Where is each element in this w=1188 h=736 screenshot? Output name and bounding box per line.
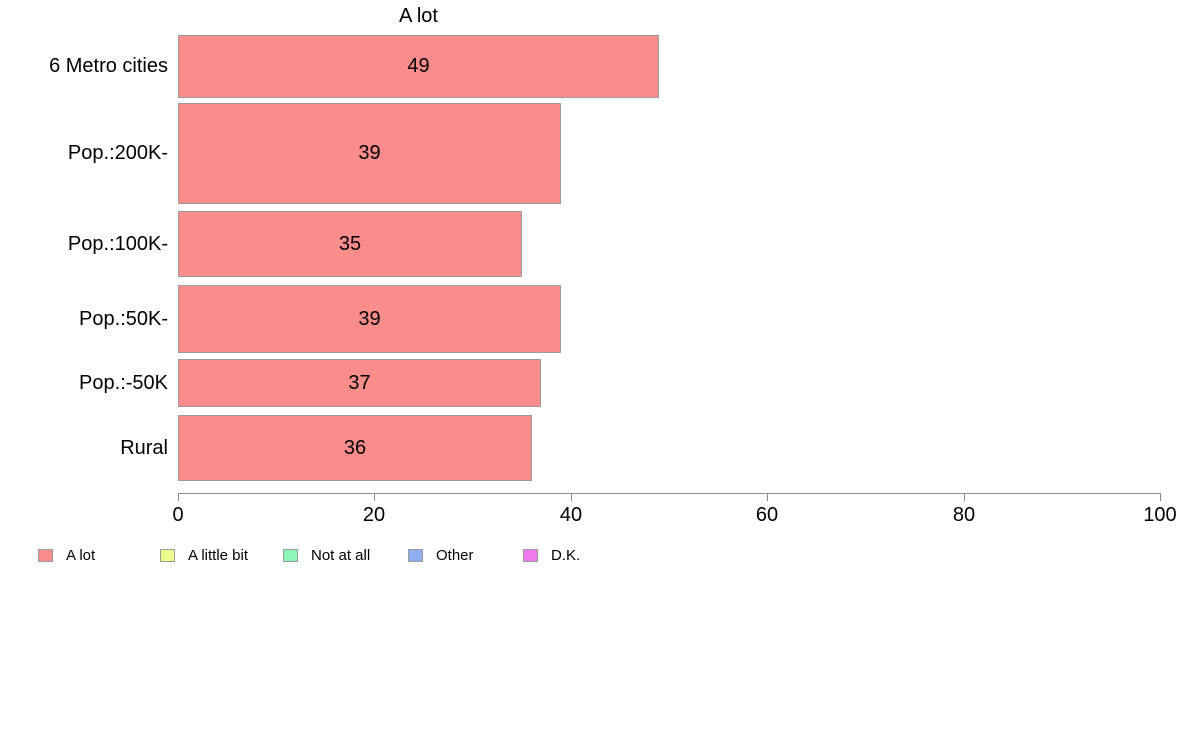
chart-title: A lot <box>399 5 438 27</box>
category-label: 6 Metro cities <box>49 55 168 77</box>
x-axis-tick <box>571 493 572 501</box>
x-axis-tick-label: 80 <box>952 504 976 526</box>
bar: 39 <box>178 285 561 353</box>
legend-label: A lot <box>66 547 96 564</box>
x-axis-tick <box>767 493 768 501</box>
legend-label: Not at all <box>311 547 371 564</box>
x-axis-tick-label: 40 <box>559 504 583 526</box>
legend-item: A lot <box>38 547 95 564</box>
legend-swatch <box>38 549 53 562</box>
legend-item: Not at all <box>283 547 370 564</box>
category-label: Pop.:-50K <box>79 371 168 394</box>
legend-swatch <box>523 549 538 562</box>
x-axis-tick-label: 100 <box>1143 504 1177 526</box>
category-label: Rural <box>120 436 168 459</box>
bar-value-label: 49 <box>407 55 430 77</box>
category-label: Pop.:50K- <box>79 307 168 330</box>
category-label: Pop.:200K- <box>67 142 168 164</box>
legend-label: A little bit <box>188 547 249 564</box>
bar-value-label: 39 <box>358 307 381 330</box>
bar: 35 <box>178 211 522 277</box>
bar-value-label: 36 <box>343 436 367 459</box>
legend-label: D.K. <box>551 547 581 564</box>
x-axis-tick-label: 60 <box>755 504 779 526</box>
legend: A lot A little bit Not at all Other D.K. <box>0 547 1188 571</box>
bar-value-label: 35 <box>338 232 362 255</box>
legend-label: Other <box>436 547 474 564</box>
bar: 37 <box>178 359 541 407</box>
x-axis-tick-label: 20 <box>362 504 386 526</box>
legend-swatch <box>160 549 175 562</box>
legend-item: Other <box>408 547 474 564</box>
x-axis-tick <box>374 493 375 501</box>
category-label: Pop.:100K- <box>67 232 168 255</box>
legend-swatch <box>283 549 298 562</box>
bar-value-label: 39 <box>358 142 381 164</box>
legend-item: D.K. <box>523 547 580 564</box>
x-axis-line <box>178 493 1161 494</box>
legend-item: A little bit <box>160 547 248 564</box>
x-axis-tick <box>964 493 965 501</box>
bar-value-label: 37 <box>348 371 371 394</box>
bar: 36 <box>178 415 532 481</box>
bar: 49 <box>178 35 659 98</box>
bar: 39 <box>178 103 561 204</box>
x-axis-tick <box>178 493 179 501</box>
x-axis-tick-label: 0 <box>172 504 184 526</box>
legend-swatch <box>408 549 423 562</box>
x-axis-tick <box>1160 493 1161 501</box>
